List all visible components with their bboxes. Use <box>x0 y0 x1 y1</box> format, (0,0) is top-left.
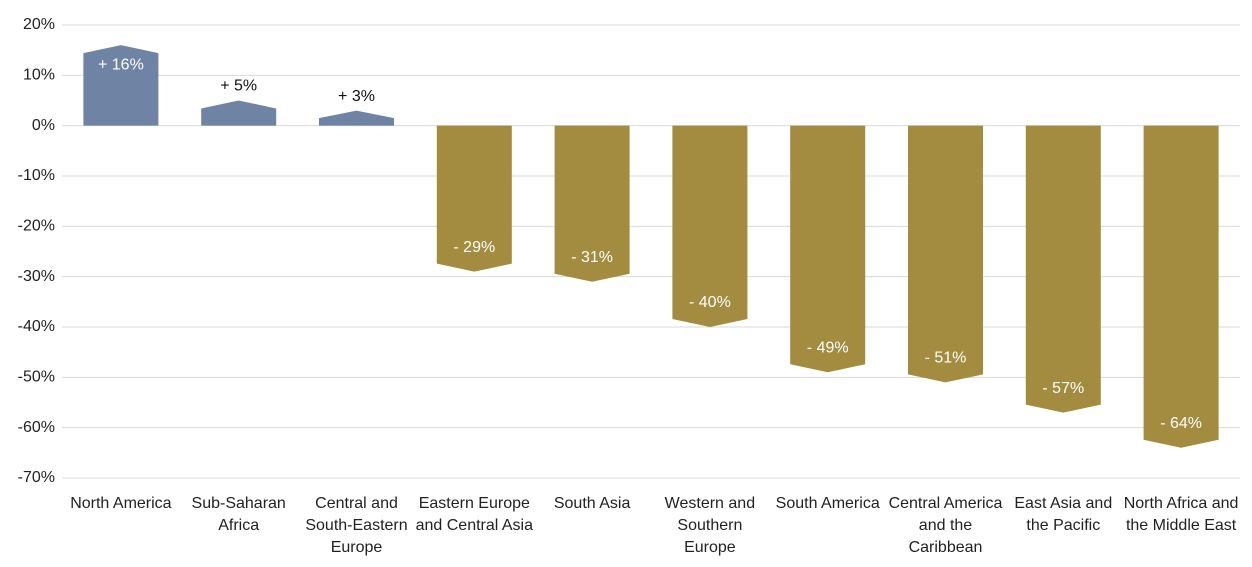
bar <box>201 100 277 126</box>
y-tick-label: -50% <box>18 369 55 386</box>
y-tick-label: -30% <box>18 268 55 285</box>
value-label: - 51% <box>925 350 967 367</box>
x-tick-label: North America <box>70 495 172 512</box>
x-tick-label: Sub-Saharan Africa <box>191 495 286 534</box>
value-label: - 31% <box>571 249 613 266</box>
value-label: - 57% <box>1042 380 1084 397</box>
bar <box>319 110 394 126</box>
y-tick-label: -40% <box>18 318 55 335</box>
bar <box>1025 125 1101 413</box>
bar <box>1143 125 1219 448</box>
y-tick-label: 20% <box>23 16 55 33</box>
value-label: + 5% <box>220 78 257 95</box>
bar <box>672 125 748 328</box>
bar <box>83 45 159 126</box>
bar <box>554 125 630 282</box>
x-tick-label: Western and Southern Europe <box>664 495 756 556</box>
value-label: + 16% <box>98 56 144 73</box>
x-tick-label: South Asia <box>553 495 631 512</box>
x-tick-label: Eastern Europe and Central Asia <box>415 495 533 534</box>
x-tick-label: Central and South-Eastern Europe <box>305 495 408 556</box>
value-label: - 40% <box>689 294 731 311</box>
y-tick-label: 0% <box>32 117 55 134</box>
y-tick-label: -70% <box>18 469 55 486</box>
y-tick-label: -20% <box>18 218 55 235</box>
x-tick-label: South America <box>775 495 880 512</box>
bar <box>908 125 983 383</box>
value-label: - 29% <box>453 239 495 256</box>
y-tick-label: 10% <box>23 67 55 84</box>
bar <box>436 125 512 272</box>
y-tick-label: -10% <box>18 167 55 184</box>
y-tick-label: -60% <box>18 419 55 436</box>
value-label: + 3% <box>338 88 375 105</box>
x-tick-label: North Africa and the Middle East <box>1123 495 1239 534</box>
value-label: - 49% <box>807 340 849 357</box>
bar <box>790 125 866 373</box>
x-tick-label: East Asia and the Pacific <box>1014 495 1113 534</box>
value-label: - 64% <box>1160 415 1202 432</box>
x-tick-label: Central America and the Caribbean <box>888 495 1003 556</box>
